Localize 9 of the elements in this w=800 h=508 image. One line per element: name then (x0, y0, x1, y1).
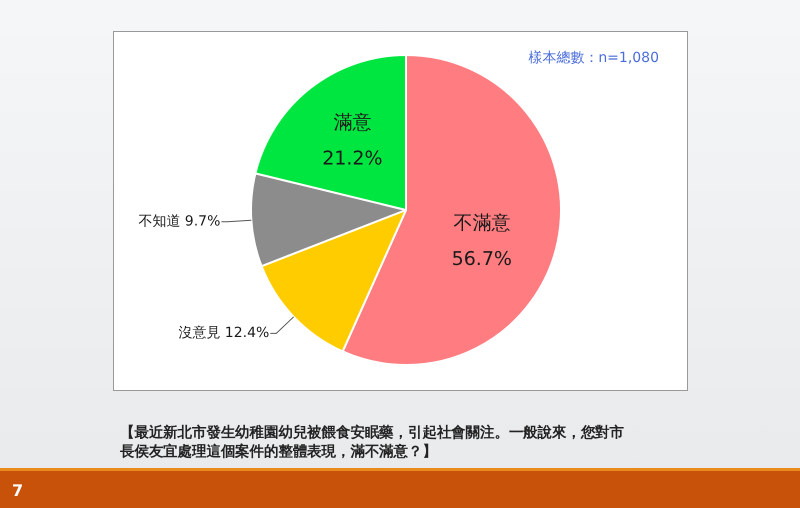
data-label: 21.2% (322, 148, 383, 170)
slice-label: 不知道 9.7% (138, 213, 220, 230)
text: 【最近新北市發生幼稚園幼兒被餵食安眠藥，引起社會關注。一般說來，您對市長侯友宜處理這個案件的整體表現，滿不滿意？】 (120, 424, 625, 462)
slice-label: 滿意 (333, 112, 372, 134)
text: 樣本總數：n=1,080 (528, 49, 659, 67)
data-label: 56.7% (452, 248, 512, 270)
slice-label: 不滿意 (453, 212, 510, 234)
text: 7 (12, 481, 24, 501)
slice-label: 沒意見 12.4% (178, 324, 270, 341)
